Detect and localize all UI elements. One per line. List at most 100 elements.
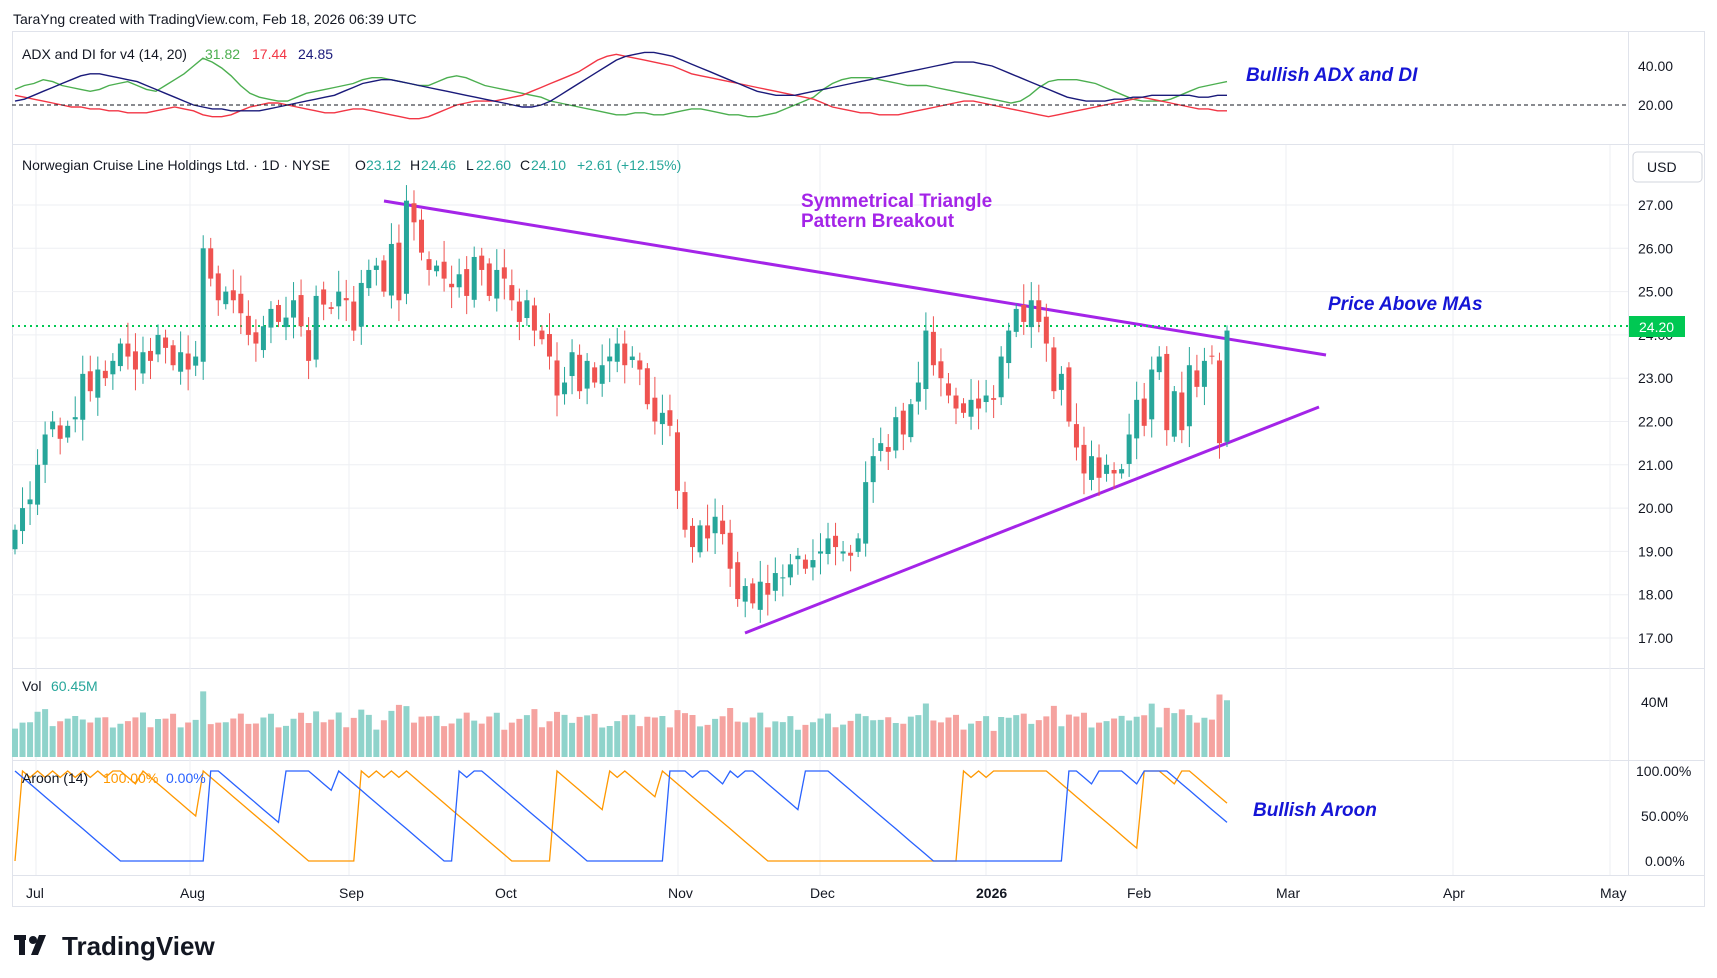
candle-body [464,269,470,296]
price-axis-ticks: 27.0026.0025.0024.0023.0022.0021.0020.00… [1638,197,1673,646]
candle-body [132,351,138,370]
candle-body [1036,300,1042,322]
adx-value: 24.85 [298,46,333,62]
volume-bar [764,727,771,757]
mas-annotation: Price Above MAs [1328,294,1483,315]
volume-bar [621,715,628,757]
candle-body [148,350,154,361]
price-axis-tick: 27.00 [1638,197,1673,213]
volume-label: Vol [22,678,41,694]
volume-bar [260,717,267,757]
volume-bar [817,718,824,757]
candle-body [787,564,793,578]
candle-body [765,583,771,595]
candle-body [637,360,643,370]
volume-bar [1201,717,1208,757]
candle-body [238,293,244,314]
volume-bar [283,725,290,757]
volume-bar [1005,717,1012,757]
candle-body [1006,330,1012,364]
volume-bar [373,729,380,757]
candle-body [690,525,696,548]
candle-body [283,317,289,328]
candle-body [456,274,462,288]
aroon-lines [14,769,1228,862]
price-axis-tick: 25.00 [1638,284,1673,300]
volume-bar [64,718,71,757]
volume-bar [155,719,162,757]
adx-axis-tick-40: 40.00 [1638,58,1673,74]
time-axis-label: Jul [26,885,44,901]
candle-body [1081,444,1087,474]
volume-bar [1193,722,1200,757]
candle-body [1171,391,1177,437]
candle-body [802,559,808,569]
volume-bar [915,715,922,757]
candle-body [705,525,711,539]
candle-body [848,552,854,556]
triangle-annotation-line1: Symmetrical Triangle [801,191,992,212]
volume-bar [49,726,56,757]
volume-bar [508,722,515,757]
volume-bar [968,723,975,757]
candle-body [501,267,507,279]
aroon-axis-tick-100: 100.00% [1636,763,1691,779]
volume-bar [1208,719,1215,757]
candle-body [885,447,891,452]
candle-body [1164,353,1170,431]
volume-bar [448,723,455,757]
volume-bar [207,724,214,757]
candle-body [825,538,831,554]
adx-minus-di-value: 17.44 [252,46,287,62]
candle-body [742,586,748,602]
candle-body [1156,356,1162,373]
currency-button[interactable] [1632,151,1703,183]
candle-body [923,330,929,390]
candle-body [313,295,319,360]
tradingview-logo-text: TradingView [62,931,215,961]
volume-bar [298,712,305,757]
volume-bar [681,713,688,757]
volume-bar [561,714,568,757]
candle-body [185,353,191,370]
time-axis-label: Feb [1127,885,1151,901]
volume-bar [907,716,914,757]
volume-bar [666,727,673,757]
tradingview-logo-icon [14,935,46,955]
volume-bar [892,723,899,757]
volume-bar [1058,726,1065,757]
volume-bar [877,719,884,757]
volume-bar [27,722,34,757]
ohlc-low: 22.60 [476,157,511,173]
volume-bar [57,721,64,757]
candle-body [1149,369,1155,420]
candle-body [215,273,221,301]
volume-bar [794,729,801,757]
volume-bar [139,712,146,757]
candle-body [1028,300,1034,328]
candle-body [42,434,48,465]
ohlc-high: 24.46 [421,157,456,173]
volume-bar [403,706,410,757]
candle-body [1126,434,1132,464]
candle-body [245,315,251,335]
minus-di-line [14,53,1227,120]
candle-body [1186,365,1192,427]
candle-body [1104,464,1110,474]
volume-bar [170,713,177,757]
candle-body [351,301,357,331]
volume-bar [1050,705,1057,757]
candle-body [539,330,545,340]
volume-bar [945,717,952,757]
candle-body [509,285,515,301]
volume-bar [410,722,417,757]
candle-body [667,410,673,426]
volume-bar [1073,716,1080,757]
volume-bar [1148,703,1155,757]
candle-body [20,508,26,532]
candle-body [772,573,778,591]
volume-bar [855,713,862,757]
candle-body [750,583,756,604]
candle-body [1119,469,1125,474]
candle-body [644,368,650,405]
